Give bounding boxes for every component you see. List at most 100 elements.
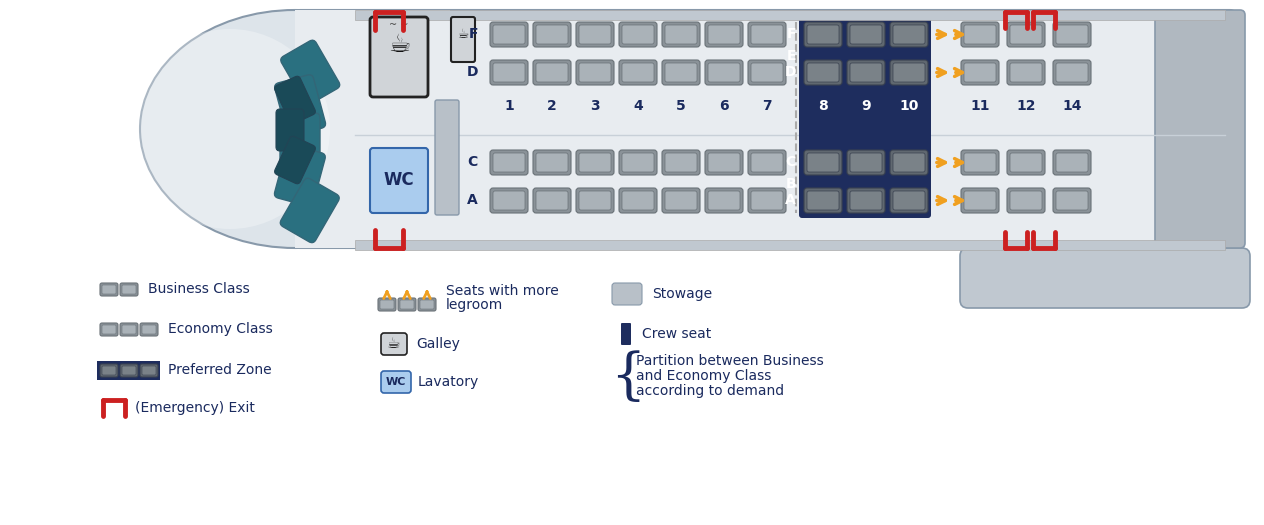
FancyBboxPatch shape bbox=[1155, 10, 1245, 248]
FancyBboxPatch shape bbox=[533, 188, 571, 213]
Text: ☕: ☕ bbox=[458, 28, 469, 41]
FancyBboxPatch shape bbox=[892, 191, 925, 210]
Text: ~ ~: ~ ~ bbox=[389, 20, 408, 30]
Ellipse shape bbox=[140, 10, 450, 248]
Text: B: B bbox=[785, 176, 796, 191]
FancyBboxPatch shape bbox=[1007, 22, 1045, 47]
FancyBboxPatch shape bbox=[748, 150, 786, 175]
FancyBboxPatch shape bbox=[142, 366, 155, 375]
FancyBboxPatch shape bbox=[274, 145, 325, 206]
FancyBboxPatch shape bbox=[622, 191, 653, 210]
FancyBboxPatch shape bbox=[295, 10, 1235, 248]
FancyBboxPatch shape bbox=[102, 325, 116, 334]
Text: Business Class: Business Class bbox=[148, 282, 250, 296]
Text: 3: 3 bbox=[590, 99, 600, 113]
FancyBboxPatch shape bbox=[281, 113, 320, 168]
FancyBboxPatch shape bbox=[849, 63, 882, 82]
FancyBboxPatch shape bbox=[493, 153, 525, 172]
Bar bbox=[355, 240, 1225, 250]
Text: 11: 11 bbox=[971, 99, 990, 113]
FancyBboxPatch shape bbox=[576, 60, 614, 85]
FancyBboxPatch shape bbox=[576, 150, 614, 175]
FancyBboxPatch shape bbox=[799, 17, 932, 218]
Text: D: D bbox=[466, 66, 478, 79]
Text: (Emergency) Exit: (Emergency) Exit bbox=[135, 401, 255, 415]
FancyBboxPatch shape bbox=[804, 22, 842, 47]
FancyBboxPatch shape bbox=[705, 22, 743, 47]
FancyBboxPatch shape bbox=[140, 323, 158, 336]
FancyBboxPatch shape bbox=[536, 191, 568, 210]
FancyBboxPatch shape bbox=[890, 150, 928, 175]
FancyBboxPatch shape bbox=[806, 25, 839, 44]
FancyBboxPatch shape bbox=[961, 188, 999, 213]
FancyBboxPatch shape bbox=[1007, 188, 1045, 213]
FancyBboxPatch shape bbox=[579, 63, 611, 82]
FancyBboxPatch shape bbox=[964, 63, 996, 82]
FancyBboxPatch shape bbox=[964, 191, 996, 210]
FancyBboxPatch shape bbox=[1055, 153, 1088, 172]
FancyBboxPatch shape bbox=[705, 60, 743, 85]
FancyBboxPatch shape bbox=[665, 63, 696, 82]
Text: A: A bbox=[785, 194, 796, 207]
Text: 2: 2 bbox=[547, 99, 557, 113]
FancyBboxPatch shape bbox=[102, 366, 116, 375]
FancyBboxPatch shape bbox=[806, 153, 839, 172]
Text: D: D bbox=[785, 66, 796, 79]
FancyBboxPatch shape bbox=[708, 25, 739, 44]
FancyBboxPatch shape bbox=[849, 191, 882, 210]
Text: A: A bbox=[468, 194, 478, 207]
FancyBboxPatch shape bbox=[847, 150, 885, 175]
FancyBboxPatch shape bbox=[120, 364, 138, 377]
FancyBboxPatch shape bbox=[849, 25, 882, 44]
FancyBboxPatch shape bbox=[493, 191, 525, 210]
FancyBboxPatch shape bbox=[490, 22, 528, 47]
FancyBboxPatch shape bbox=[806, 191, 839, 210]
Bar bbox=[355, 10, 1225, 20]
FancyBboxPatch shape bbox=[665, 25, 696, 44]
Text: legroom: legroom bbox=[446, 298, 503, 312]
FancyBboxPatch shape bbox=[959, 248, 1250, 308]
FancyBboxPatch shape bbox=[451, 17, 475, 62]
FancyBboxPatch shape bbox=[380, 333, 407, 355]
FancyBboxPatch shape bbox=[1055, 25, 1088, 44]
FancyBboxPatch shape bbox=[579, 153, 611, 172]
Text: 1: 1 bbox=[504, 99, 514, 113]
FancyBboxPatch shape bbox=[622, 25, 653, 44]
FancyBboxPatch shape bbox=[1010, 63, 1042, 82]
FancyBboxPatch shape bbox=[804, 60, 842, 85]
Bar bbox=[295, 10, 450, 248]
FancyBboxPatch shape bbox=[961, 22, 999, 47]
FancyBboxPatch shape bbox=[964, 153, 996, 172]
FancyBboxPatch shape bbox=[662, 60, 700, 85]
FancyBboxPatch shape bbox=[622, 63, 653, 82]
Ellipse shape bbox=[130, 29, 330, 229]
FancyBboxPatch shape bbox=[1053, 188, 1091, 213]
FancyBboxPatch shape bbox=[1007, 60, 1045, 85]
FancyBboxPatch shape bbox=[536, 153, 568, 172]
Text: Partition between Business: Partition between Business bbox=[636, 354, 824, 368]
Text: C: C bbox=[786, 155, 796, 170]
FancyBboxPatch shape bbox=[380, 371, 411, 393]
FancyBboxPatch shape bbox=[97, 361, 161, 380]
FancyBboxPatch shape bbox=[536, 63, 568, 82]
FancyBboxPatch shape bbox=[398, 298, 416, 311]
Text: ☕: ☕ bbox=[387, 337, 401, 352]
FancyBboxPatch shape bbox=[1055, 63, 1088, 82]
FancyBboxPatch shape bbox=[964, 25, 996, 44]
Text: 9: 9 bbox=[861, 99, 871, 113]
FancyBboxPatch shape bbox=[274, 76, 316, 124]
FancyBboxPatch shape bbox=[100, 323, 118, 336]
Text: Stowage: Stowage bbox=[652, 287, 712, 301]
FancyBboxPatch shape bbox=[120, 323, 138, 336]
FancyBboxPatch shape bbox=[806, 63, 839, 82]
FancyBboxPatch shape bbox=[102, 285, 116, 294]
FancyBboxPatch shape bbox=[612, 283, 642, 305]
FancyBboxPatch shape bbox=[490, 60, 528, 85]
FancyBboxPatch shape bbox=[536, 25, 568, 44]
FancyBboxPatch shape bbox=[281, 178, 339, 243]
FancyBboxPatch shape bbox=[1007, 150, 1045, 175]
FancyBboxPatch shape bbox=[418, 298, 436, 311]
Text: Galley: Galley bbox=[416, 337, 460, 351]
FancyBboxPatch shape bbox=[378, 298, 396, 311]
FancyBboxPatch shape bbox=[370, 148, 428, 213]
